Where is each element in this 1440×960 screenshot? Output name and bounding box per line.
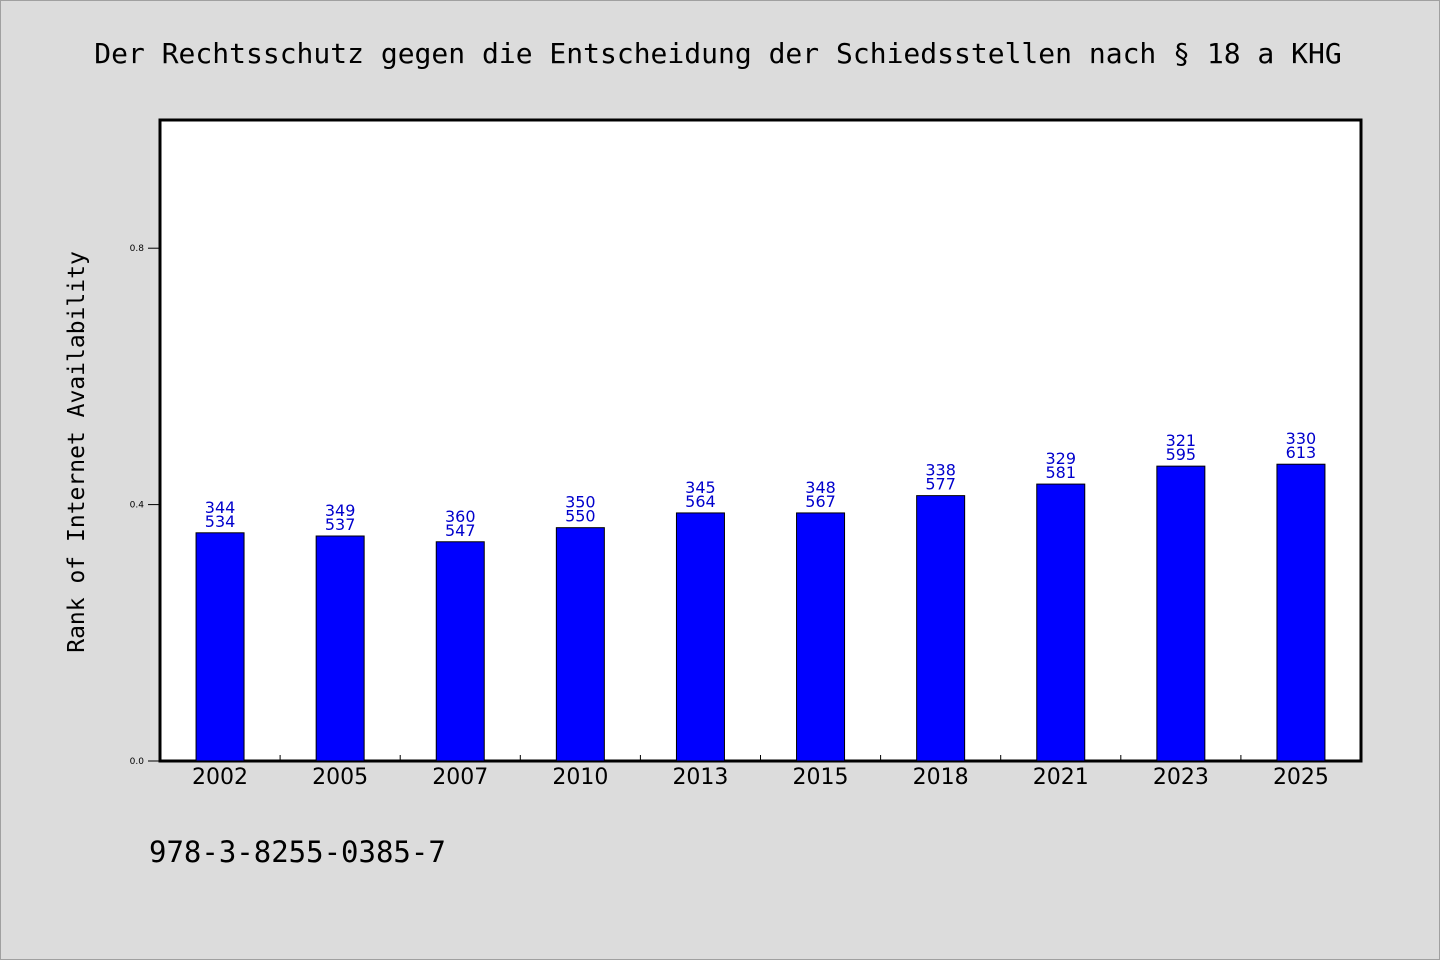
- x-tick-label: 2002: [192, 765, 248, 790]
- y-axis-label: Rank of Internet Availability: [64, 251, 90, 653]
- bar-2018: [916, 495, 966, 762]
- y-tick-label: 0.0: [130, 757, 145, 767]
- bar-2023: [1156, 465, 1206, 762]
- data-label-bottom: 613: [1286, 443, 1317, 462]
- x-tick-label: 2013: [672, 765, 728, 790]
- bar-2005: [315, 535, 365, 762]
- data-label-bottom: 577: [925, 475, 956, 494]
- data-label-top: 330: [1286, 429, 1317, 448]
- x-axis: 2002 2005 2007 2010 2013 2015 2018 2021 2023 2025: [192, 755, 1329, 790]
- y-axis: 0.0 0.4 0.8: [130, 244, 160, 767]
- bar-2015: [796, 512, 846, 762]
- x-tick-label: 2010: [552, 765, 608, 790]
- data-label-top: 321: [1166, 431, 1197, 450]
- bar-2002: [195, 532, 245, 762]
- data-label-top: 338: [925, 461, 956, 480]
- bar-2013: [675, 512, 725, 762]
- data-label-bottom: 564: [685, 492, 716, 511]
- x-tick-label: 2005: [312, 765, 368, 790]
- data-label-bottom: 595: [1166, 445, 1197, 464]
- x-tick-label: 2025: [1273, 765, 1329, 790]
- x-tick-label: 2018: [913, 765, 969, 790]
- x-tick-label: 2015: [793, 765, 849, 790]
- x-tick-label: 2023: [1153, 765, 1209, 790]
- data-label-top: 350: [565, 493, 596, 512]
- footnote-isbn: 978-3-8255-0385-7: [149, 835, 446, 869]
- data-label-top: 344: [205, 498, 236, 517]
- bar-2021: [1036, 483, 1086, 762]
- bar-2025: [1276, 463, 1326, 762]
- data-label-top: 348: [805, 478, 836, 497]
- y-tick-label: 0.8: [130, 244, 145, 254]
- bar-2007: [435, 541, 485, 762]
- data-label-top: 345: [685, 478, 716, 497]
- data-label-top: 360: [445, 507, 476, 526]
- data-label-top: 349: [325, 501, 356, 520]
- x-tick-label: 2021: [1033, 765, 1089, 790]
- data-label-bottom: 581: [1045, 463, 1076, 482]
- data-label-top: 329: [1045, 449, 1076, 468]
- bar-series: [195, 463, 1326, 762]
- data-label-bottom: 567: [805, 492, 836, 511]
- bar-2010: [555, 527, 605, 762]
- data-label-bottom: 547: [445, 521, 476, 540]
- chart-title: Der Rechtsschutz gegen die Entscheidung …: [94, 37, 1341, 70]
- data-label-bottom: 534: [205, 512, 236, 531]
- data-label-bottom: 550: [565, 507, 596, 526]
- x-tick-label: 2007: [432, 765, 488, 790]
- data-label-bottom: 537: [325, 515, 356, 534]
- y-tick-label: 0.4: [130, 501, 145, 511]
